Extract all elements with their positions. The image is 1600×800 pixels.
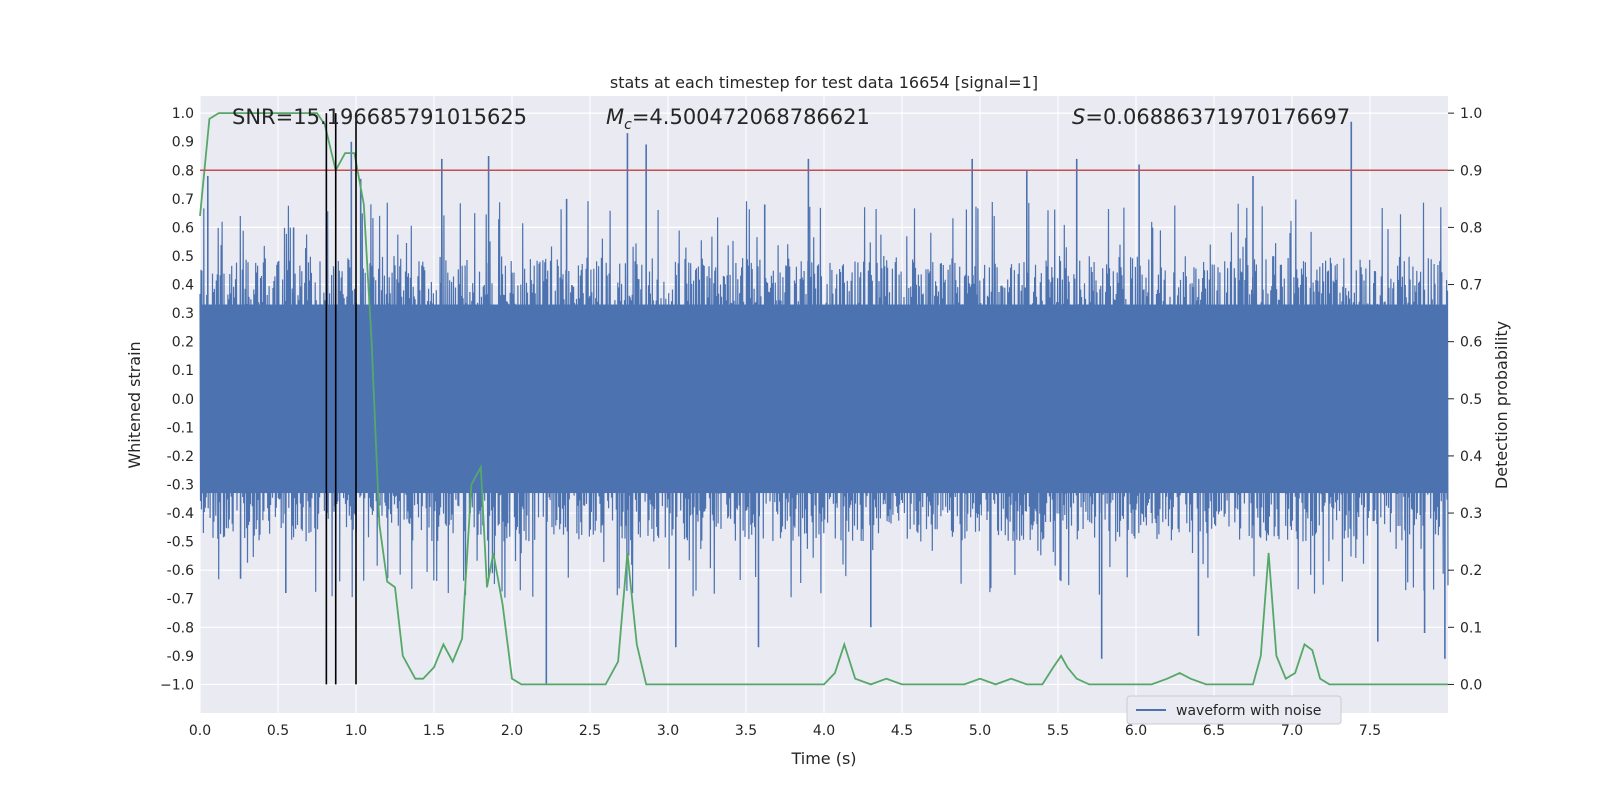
x-tick-label-10: 5.0 [969, 723, 991, 739]
y-left-tick-label-9: 0.1 [172, 363, 194, 379]
y-left-tick-label-10: 0.0 [172, 392, 194, 408]
y-left-tick-label-4: 0.6 [172, 220, 194, 236]
x-tick-label-8: 4.0 [813, 723, 835, 739]
y-left-tick-label-8: 0.2 [172, 335, 194, 351]
legend-entry-waveform: waveform with noise [1176, 703, 1321, 719]
chirp-mass-subscript: c [624, 117, 632, 133]
probability-line [199, 112, 1448, 686]
y-left-tick-label-13: -0.3 [167, 477, 194, 493]
x-tick-label-5: 2.5 [579, 723, 601, 739]
x-axis-label: Time (s) [790, 749, 856, 768]
x-tick-label-0: 0.0 [189, 723, 211, 739]
y-left-tick-label-17: -0.7 [167, 592, 194, 608]
x-tick-label-14: 7.0 [1281, 723, 1303, 739]
legend-box [1126, 695, 1342, 725]
y-left-tick-label-20: −1.0 [160, 677, 194, 693]
y-left-tick-label-0: 1.0 [172, 106, 194, 122]
x-tick-label-1: 0.5 [267, 723, 289, 739]
y-axis-label-right: Detection probability [1492, 321, 1511, 489]
y-left-tick-label-7: 0.3 [172, 306, 194, 322]
y-right-tick-label-5: 0.5 [1460, 392, 1482, 408]
chart-title: stats at each timestep for test data 166… [610, 73, 1038, 92]
tick-labels: 0.0 0.5 1.0 1.5 2.0 2.5 3.0 3.5 4.0 4.5 5.0 5.5 6.0 6… [160, 106, 1482, 739]
waveform-series [199, 121, 1449, 685]
probability-series [199, 112, 1448, 686]
s-annotation: S=0.06886371970176697 [1072, 105, 1350, 129]
y-right-tick-label-1: 0.9 [1460, 163, 1482, 179]
y-right-tick-label-6: 0.4 [1460, 449, 1482, 465]
x-tick-label-13: 6.5 [1203, 723, 1225, 739]
y-axis-label-left: Whitened strain [125, 341, 144, 468]
y-left-tick-label-19: -0.9 [167, 649, 194, 665]
y-right-tick-label-0: 1.0 [1460, 106, 1482, 122]
y-left-tick-label-6: 0.4 [172, 278, 194, 294]
x-tick-label-4: 2.0 [501, 723, 523, 739]
y-left-tick-label-11: -0.1 [167, 420, 194, 436]
y-right-tick-label-9: 0.1 [1460, 620, 1482, 636]
y-right-tick-label-7: 0.3 [1460, 506, 1482, 522]
y-left-tick-label-5: 0.5 [172, 249, 194, 265]
y-right-tick-label-4: 0.6 [1460, 335, 1482, 351]
x-tick-label-7: 3.5 [735, 723, 757, 739]
chirp-mass-annotation: Mc=4.500472068786621 [606, 105, 870, 133]
x-tick-label-15: 7.5 [1359, 723, 1381, 739]
s-symbol: S [1072, 105, 1085, 129]
y-left-tick-label-3: 0.7 [172, 192, 194, 208]
y-right-tick-label-8: 0.2 [1460, 563, 1482, 579]
y-right-tick-label-2: 0.8 [1460, 220, 1482, 236]
y-left-tick-label-14: -0.4 [167, 506, 194, 522]
snr-annotation: SNR=15.196685791015625 [232, 105, 527, 129]
x-tick-label-2: 1.0 [345, 723, 367, 739]
s-value: =0.06886371970176697 [1085, 105, 1350, 129]
x-tick-label-6: 3.0 [657, 723, 679, 739]
y-right-tick-label-10: 0.0 [1460, 677, 1482, 693]
y-left-tick-label-12: -0.2 [167, 449, 194, 465]
legend: waveform with noise [1126, 695, 1342, 725]
y-right-tick-label-3: 0.7 [1460, 278, 1482, 294]
y-left-tick-label-2: 0.8 [172, 163, 194, 179]
y-left-tick-label-18: -0.8 [167, 620, 194, 636]
chirp-mass-symbol: M [606, 105, 624, 129]
x-tick-label-12: 6.0 [1125, 723, 1147, 739]
y-left-tick-label-16: -0.6 [167, 563, 194, 579]
waveform-core-band [200, 304, 1448, 494]
y-left-tick-label-1: 0.9 [172, 135, 194, 151]
reference-lines [200, 113, 1448, 685]
y-left-tick-label-15: -0.5 [167, 535, 194, 551]
x-tick-label-9: 4.5 [891, 723, 913, 739]
x-tick-label-3: 1.5 [423, 723, 445, 739]
x-tick-label-11: 5.5 [1047, 723, 1069, 739]
chirp-mass-value: =4.500472068786621 [632, 105, 870, 129]
